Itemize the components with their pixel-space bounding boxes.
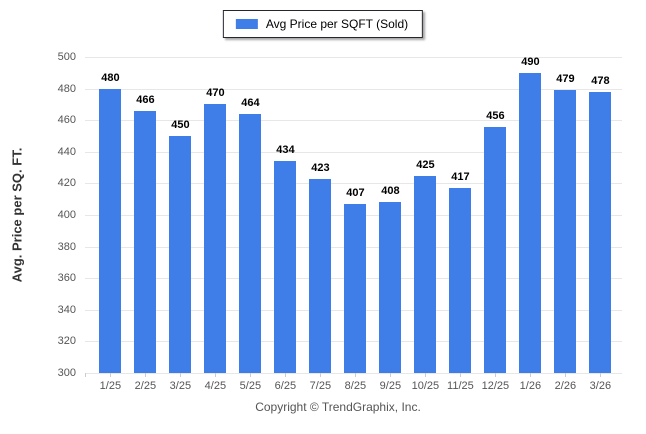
bar: [274, 161, 297, 373]
y-axis-label: 460: [57, 114, 76, 127]
y-axis-label: 480: [57, 82, 76, 95]
bar: [309, 178, 332, 373]
y-axis-label: 380: [57, 240, 76, 253]
x-axis-label: 3/26: [589, 380, 612, 392]
axis-tick: [495, 373, 497, 377]
bar-value-label: 425: [416, 158, 435, 171]
bar: [134, 110, 157, 373]
y-axis-label: 420: [57, 177, 76, 190]
y-axis-label: 360: [57, 272, 76, 285]
x-axis-label: 8/25: [344, 380, 367, 392]
bar: [379, 202, 402, 373]
legend-label: Avg Price per SQFT (Sold): [265, 17, 409, 31]
axis-tick: [250, 373, 252, 377]
x-axis-label: 5/25: [239, 380, 262, 392]
x-axis-label: 4/25: [204, 380, 227, 392]
bar: [239, 113, 262, 373]
legend-swatch-icon: [235, 19, 258, 29]
bar-value-label: 480: [101, 71, 120, 84]
bar-value-label: 479: [556, 73, 575, 86]
bar: [484, 126, 507, 373]
axis-tick: [85, 373, 86, 377]
bar-value-label: 450: [171, 119, 190, 131]
y-axis-label: 340: [57, 303, 76, 316]
x-axis-label: 2/26: [554, 380, 577, 392]
x-axis-label: 1/26: [519, 380, 542, 392]
axis-tick: [425, 373, 427, 377]
bar: [589, 91, 612, 373]
bar-value-label: 466: [136, 93, 155, 106]
bar-value-label: 423: [311, 161, 330, 174]
bar: [204, 104, 227, 373]
bar-value-label: 456: [486, 109, 505, 122]
axis-tick: [285, 373, 287, 377]
x-axis-label: 11/25: [447, 380, 474, 392]
axis-tick: [355, 373, 357, 377]
bar: [449, 188, 472, 373]
axis-tick: [110, 373, 112, 377]
bar-value-label: 464: [241, 96, 260, 109]
x-axis-label: 6/25: [274, 380, 297, 392]
gridline: [85, 88, 622, 90]
y-axis-label: 400: [57, 209, 76, 221]
bar: [99, 88, 122, 373]
x-axis-label: 3/25: [169, 380, 192, 392]
bar-value-label: 417: [451, 171, 470, 184]
axis-tick: [145, 373, 147, 377]
copyright-text: Copyright © TrendGraphix, Inc.: [255, 400, 421, 414]
gridline: [85, 183, 622, 185]
bar-value-label: 408: [381, 185, 400, 198]
bar: [519, 72, 542, 373]
axis-tick: [460, 373, 462, 377]
x-axis-label: 1/25: [99, 380, 122, 392]
bar: [344, 203, 367, 373]
axis-tick: [215, 373, 217, 377]
y-axis-label: 500: [57, 51, 76, 63]
axis-tick: [320, 373, 322, 377]
gridline: [85, 151, 622, 153]
axis-tick: [565, 373, 567, 377]
bar: [169, 136, 192, 373]
bar: [414, 175, 437, 373]
axis-tick: [390, 373, 392, 377]
y-axis-label: 300: [57, 367, 76, 379]
y-axis-title: Avg. Price per SQ. FT.: [9, 147, 25, 283]
x-axis-label: 7/25: [309, 380, 332, 392]
gridline: [85, 373, 622, 374]
bar-value-label: 490: [521, 55, 540, 68]
y-axis-label: 440: [57, 145, 76, 158]
chart-legend: Avg Price per SQFT (Sold): [222, 10, 424, 38]
bar-value-label: 470: [206, 87, 225, 100]
bar: [554, 90, 577, 373]
bar-value-label: 407: [346, 186, 365, 199]
x-axis-label: 10/25: [411, 380, 440, 392]
x-axis-label: 2/25: [134, 380, 157, 392]
axis-tick: [600, 373, 602, 377]
plot-area: 300 320 340 360 380 400 420 440 460 480 500 480 1/25…: [58, 51, 622, 392]
x-axis-label: 12/25: [481, 380, 510, 392]
gridline: [85, 120, 622, 122]
axis-tick: [530, 373, 532, 377]
x-axis-label: 9/25: [379, 380, 402, 392]
bar-value-label: 478: [591, 74, 610, 87]
gridline: [85, 57, 622, 58]
bar-value-label: 434: [276, 144, 295, 157]
y-axis-label: 320: [57, 335, 76, 348]
axis-tick: [180, 373, 182, 377]
